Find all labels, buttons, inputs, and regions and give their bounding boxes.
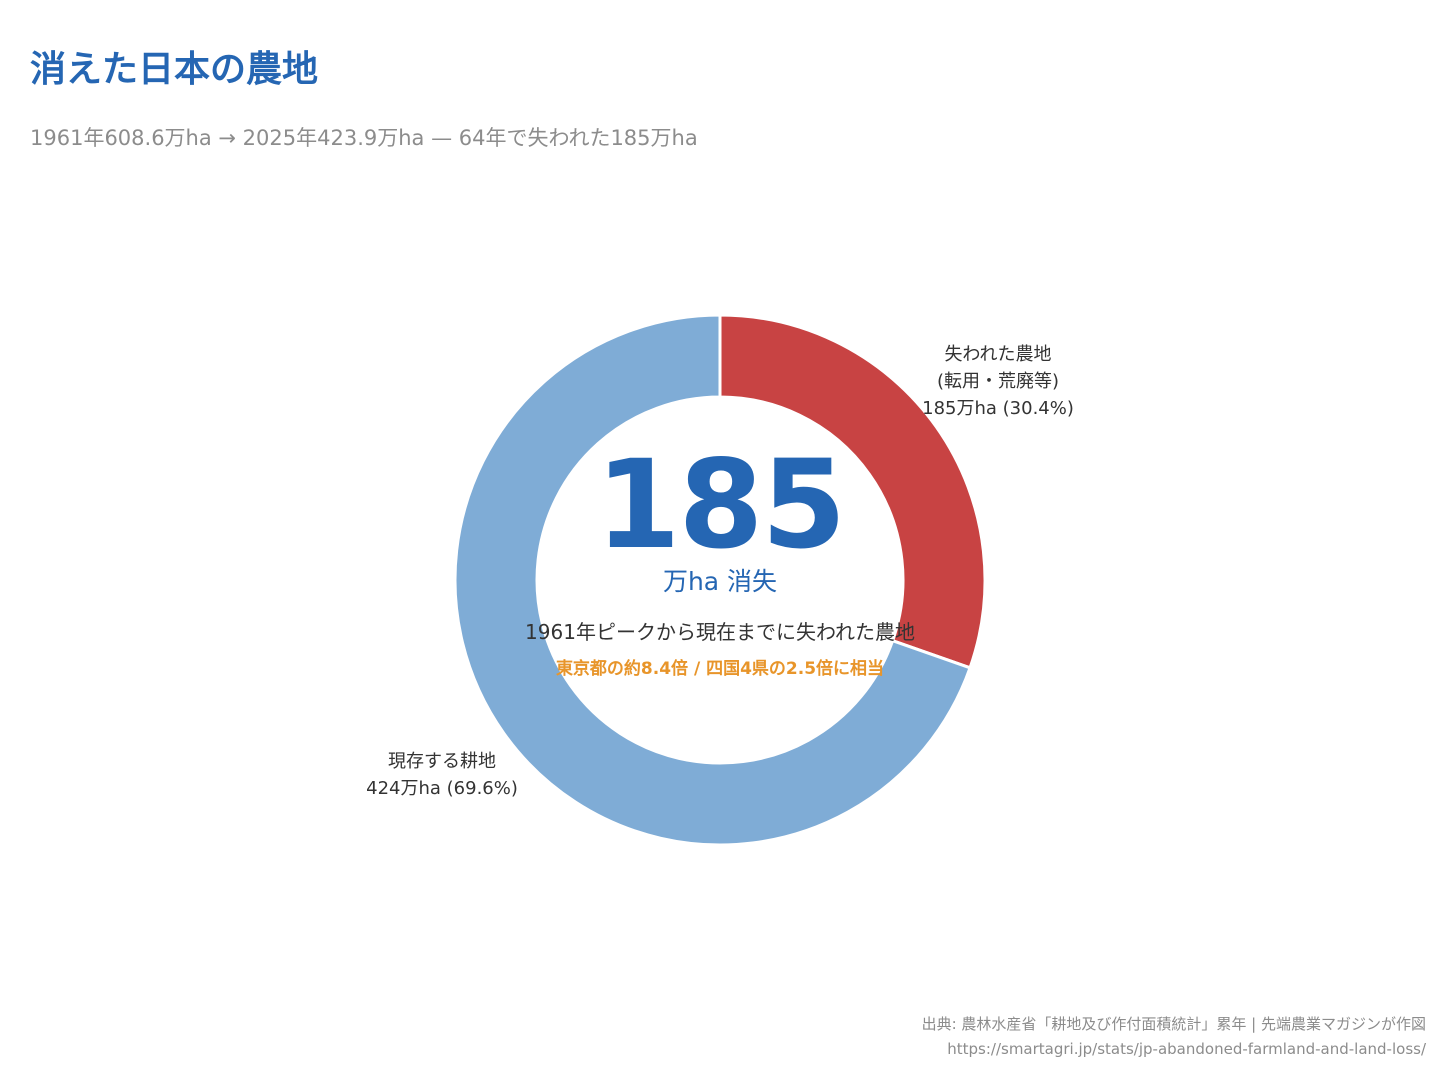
donut-slices xyxy=(453,313,987,847)
slice-label-remaining-line-1: 現存する耕地 xyxy=(388,751,496,772)
source-url: https://smartagri.jp/stats/jp-abandoned-… xyxy=(947,1040,1426,1058)
center-value: 185 xyxy=(595,434,847,576)
slice-lost-farmland xyxy=(718,313,987,670)
center-comparison: 東京都の約8.4倍 / 四国4県の2.5倍に相当 xyxy=(555,659,885,679)
chart-title: 消えた日本の農地 xyxy=(30,49,319,90)
slice-label-lost: 失われた農地 (転用・荒廃等) 185万ha (30.4%) xyxy=(898,341,1098,422)
slice-label-lost-line-2: (転用・荒廃等) xyxy=(936,371,1060,392)
center-unit: 万ha 消失 xyxy=(662,567,778,596)
slice-label-remaining-line-2: 424万ha (69.6%) xyxy=(366,778,518,799)
chart-subtitle: 1961年608.6万ha → 2025年423.9万ha — 64年で失われた… xyxy=(30,126,698,150)
slice-label-lost-line-1: 失われた農地 xyxy=(944,344,1052,365)
slice-label-lost-line-3: 185万ha (30.4%) xyxy=(922,398,1074,419)
slice-label-remaining: 現存する耕地 424万ha (69.6%) xyxy=(342,748,542,802)
slice-remaining-farmland xyxy=(453,313,972,847)
source-citation: 出典: 農林水産省「耕地及び作付面積統計」累年 | 先端農業マガジンが作図 xyxy=(921,1015,1426,1033)
center-description: 1961年ピークから現在までに失われた農地 xyxy=(525,620,915,644)
